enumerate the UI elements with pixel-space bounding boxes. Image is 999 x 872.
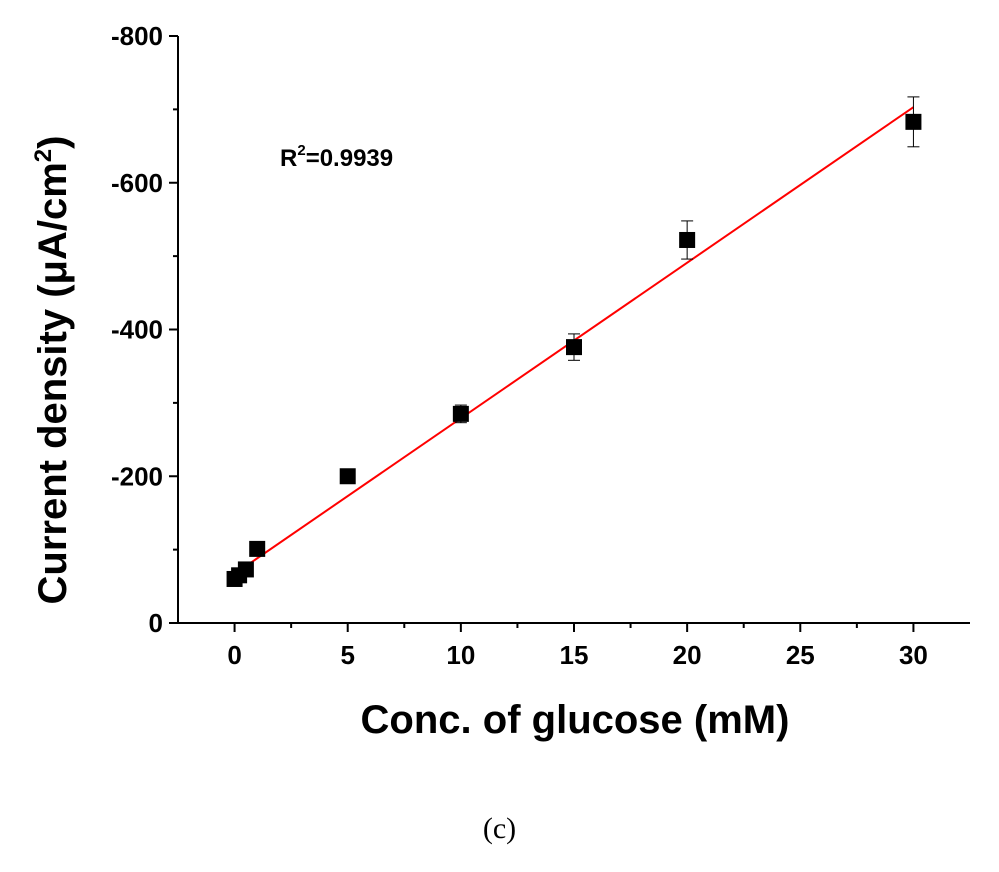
r-squared-annotation: R2=0.9939 (280, 142, 393, 172)
y-axis-title: Current density (μA/cm2) (30, 135, 75, 604)
x-tick-label: 25 (786, 640, 815, 670)
x-tick-label: 15 (560, 640, 589, 670)
data-point (679, 231, 696, 248)
figure-caption: (c) (482, 812, 517, 845)
y-tick-label: -200 (111, 461, 163, 491)
x-tick-label: 0 (227, 640, 241, 670)
y-tick-label: -400 (111, 315, 163, 345)
x-tick-label: 30 (899, 640, 928, 670)
y-tick-label: 0 (149, 608, 163, 638)
tick-labels-layer: 0 5 10 15 20 25 30 0 -200 -400 -600 -800 (111, 21, 928, 670)
data-points-layer (226, 113, 922, 587)
data-point (339, 468, 356, 485)
data-point (905, 113, 922, 130)
data-point (249, 540, 266, 557)
x-tick-label: 20 (673, 640, 702, 670)
x-axis-title: Conc. of glucose (mM) (361, 698, 790, 742)
data-point (237, 561, 254, 578)
y-tick-label: -600 (111, 168, 163, 198)
axes (169, 35, 970, 632)
x-tick-label: 10 (446, 640, 475, 670)
x-tick-label: 5 (340, 640, 354, 670)
y-tick-label: -800 (111, 21, 163, 51)
data-point (452, 405, 469, 422)
data-point (566, 339, 582, 356)
